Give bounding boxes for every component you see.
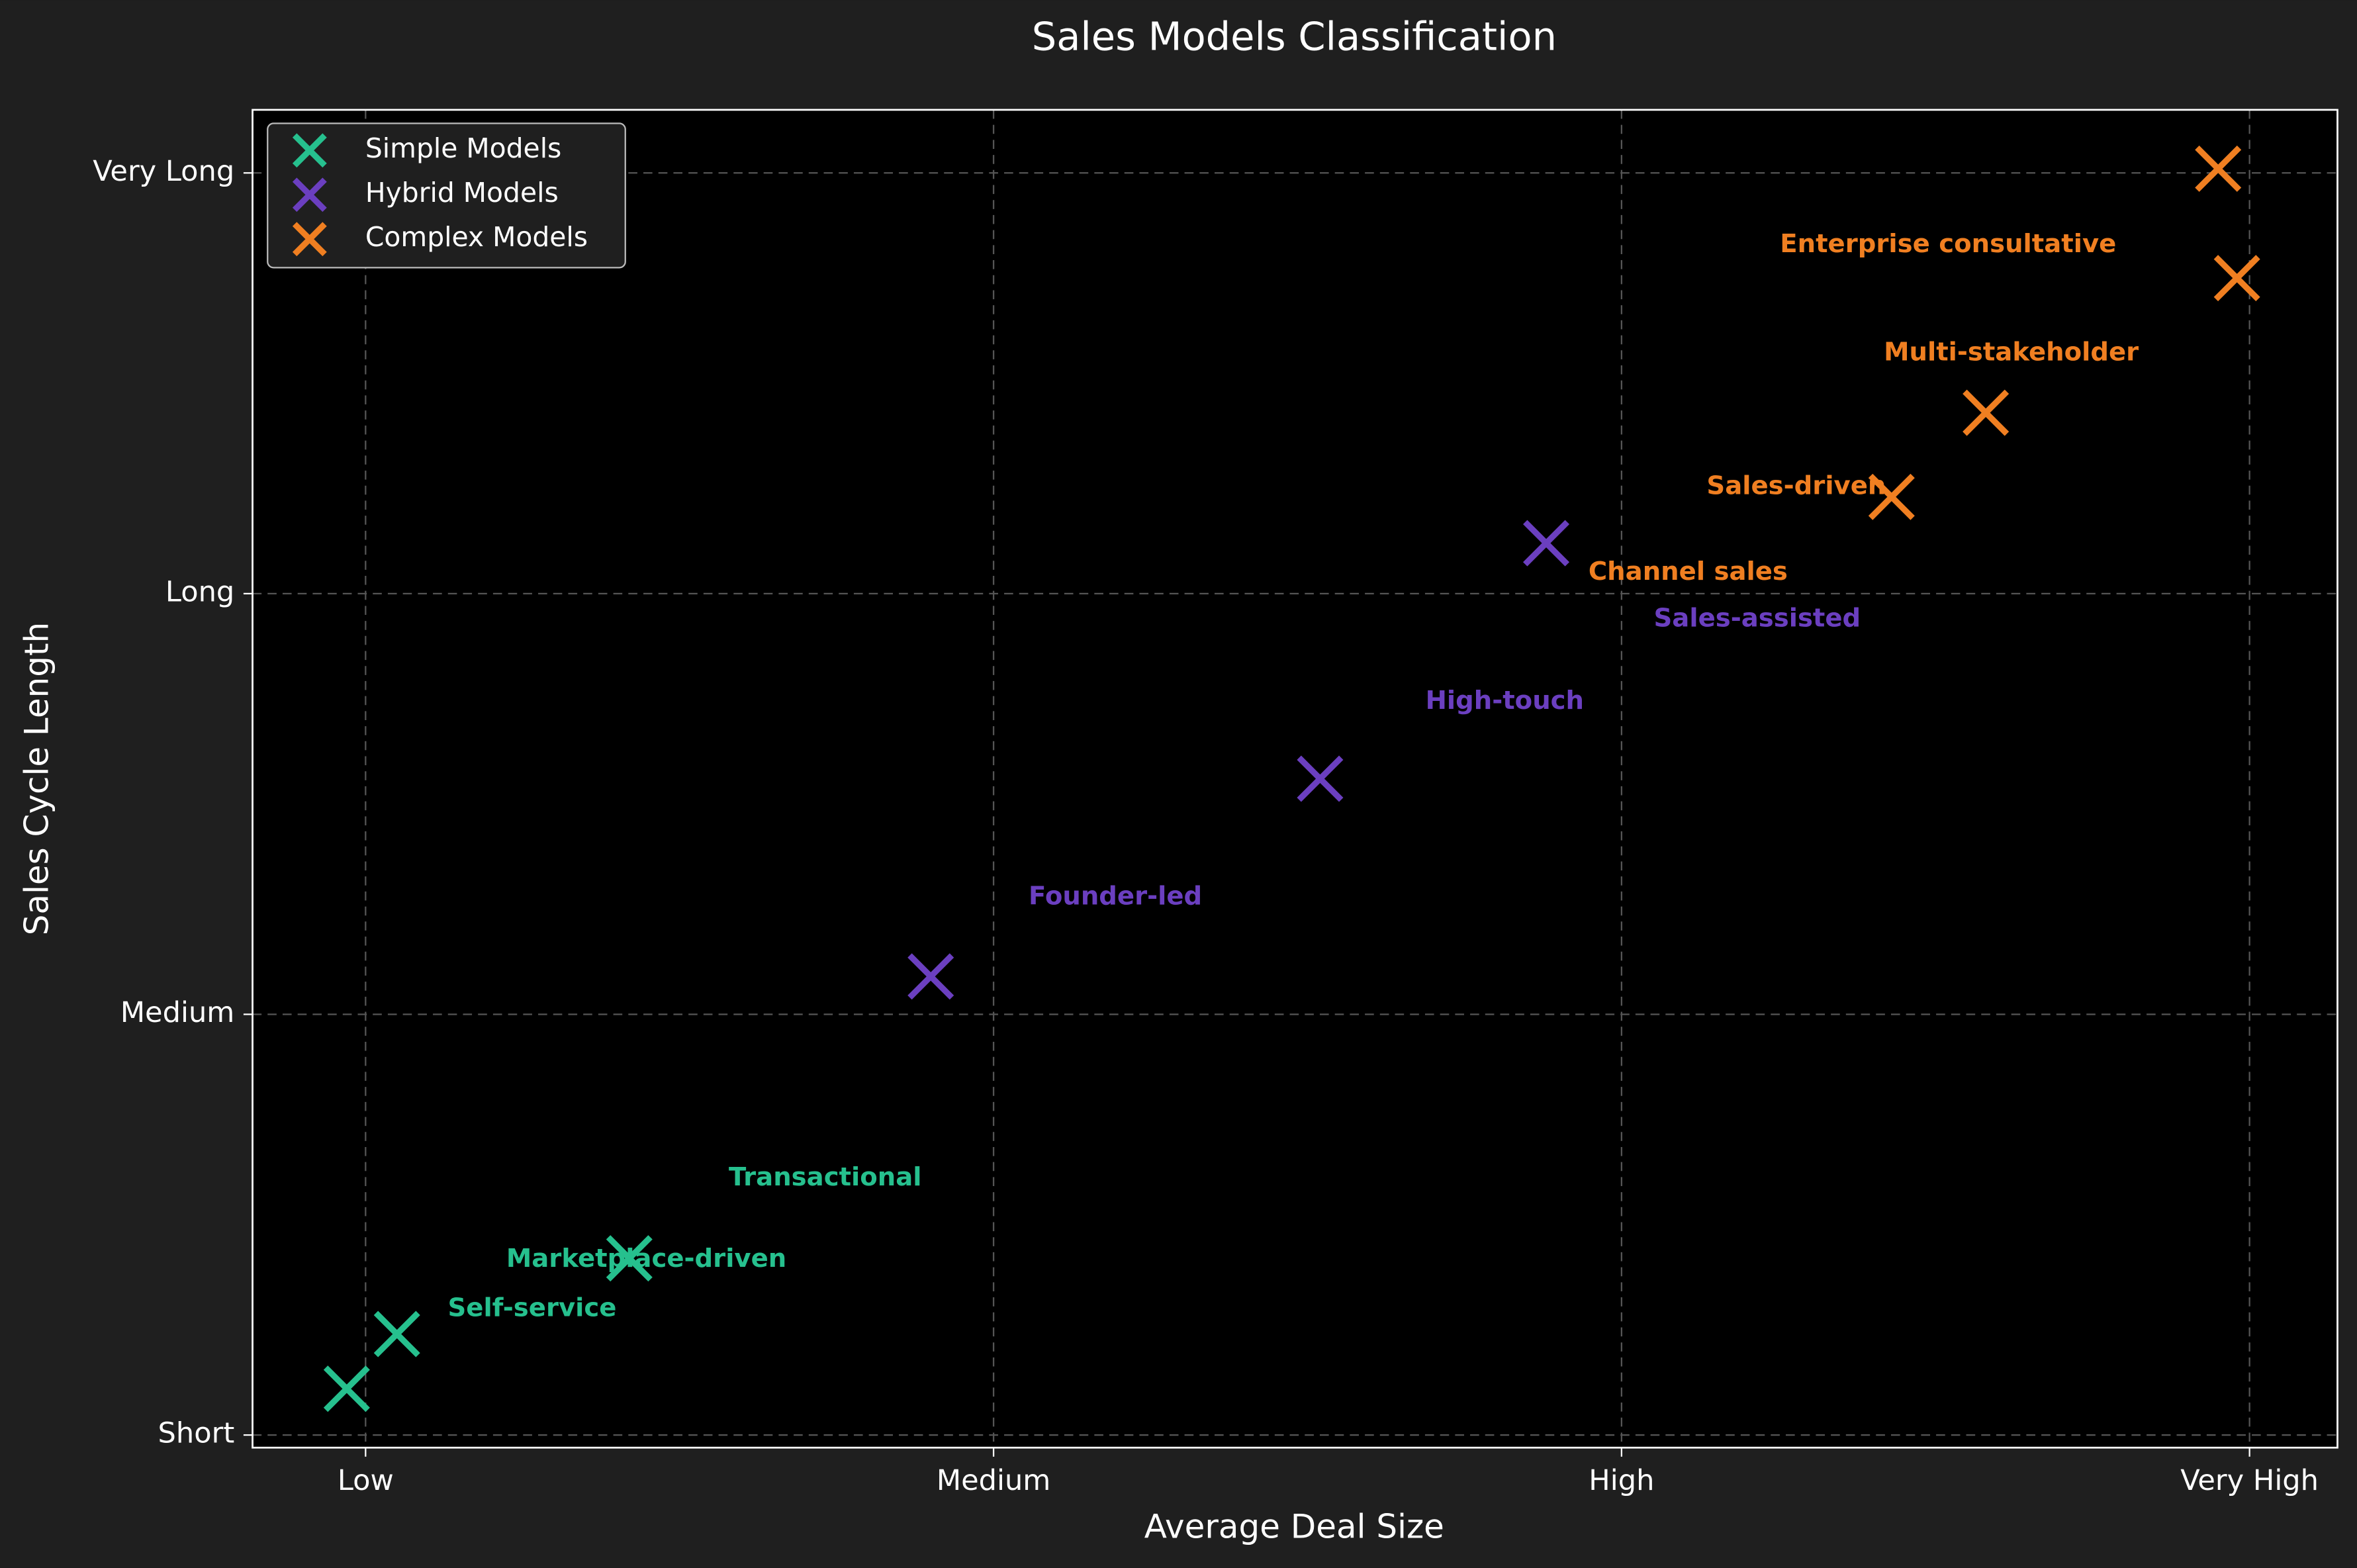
annotation: Marketplace-driven — [506, 1244, 786, 1273]
annotation: Multi-stakeholder — [1884, 337, 2139, 367]
annotation: Enterprise consultative — [1780, 229, 2116, 259]
x-tick-label: Very High — [2180, 1464, 2319, 1497]
legend-marker — [292, 177, 327, 212]
annotation: Founder-led — [1029, 881, 1202, 911]
y-tick-label: Short — [158, 1417, 235, 1450]
scatter-point — [606, 1235, 653, 1282]
legend-marker — [292, 133, 327, 168]
plot-frame — [252, 109, 2338, 1449]
scatter-point — [2195, 145, 2242, 192]
x-tick-label: High — [1589, 1464, 1654, 1497]
legend-label: Simple Models — [365, 132, 561, 164]
scatter-point — [323, 1365, 370, 1412]
y-axis-label: Sales Cycle Length — [18, 622, 56, 936]
chart-title: Sales Models Classification — [1032, 13, 1557, 59]
annotation: Channel sales — [1589, 557, 1788, 586]
legend-label: Complex Models — [365, 221, 588, 253]
legend-marker — [292, 222, 327, 257]
y-tick-label: Long — [165, 575, 234, 608]
x-tick-label: Medium — [937, 1464, 1050, 1497]
scatter-point — [373, 1311, 420, 1358]
annotation: Self-service — [447, 1293, 616, 1323]
legend-box — [267, 122, 626, 269]
annotation: Sales-assisted — [1654, 603, 1861, 633]
annotation: Transactional — [729, 1162, 921, 1192]
scatter-point — [1297, 755, 1344, 802]
x-axis-label: Average Deal Size — [1144, 1507, 1444, 1545]
scatter-point — [2213, 255, 2260, 302]
y-tick-label: Medium — [120, 996, 234, 1029]
annotation: High-touch — [1426, 686, 1584, 715]
legend-label: Hybrid Models — [365, 177, 559, 208]
scatter-point — [1963, 389, 2010, 436]
scatter-point — [1868, 473, 1915, 520]
plot-area — [252, 109, 2338, 1448]
scatter-point — [907, 953, 954, 1000]
annotation: Sales-driven — [1706, 471, 1886, 500]
scatter-point — [1523, 520, 1570, 567]
y-tick-label: Very Long — [93, 155, 234, 188]
x-tick-label: Low — [338, 1464, 394, 1497]
